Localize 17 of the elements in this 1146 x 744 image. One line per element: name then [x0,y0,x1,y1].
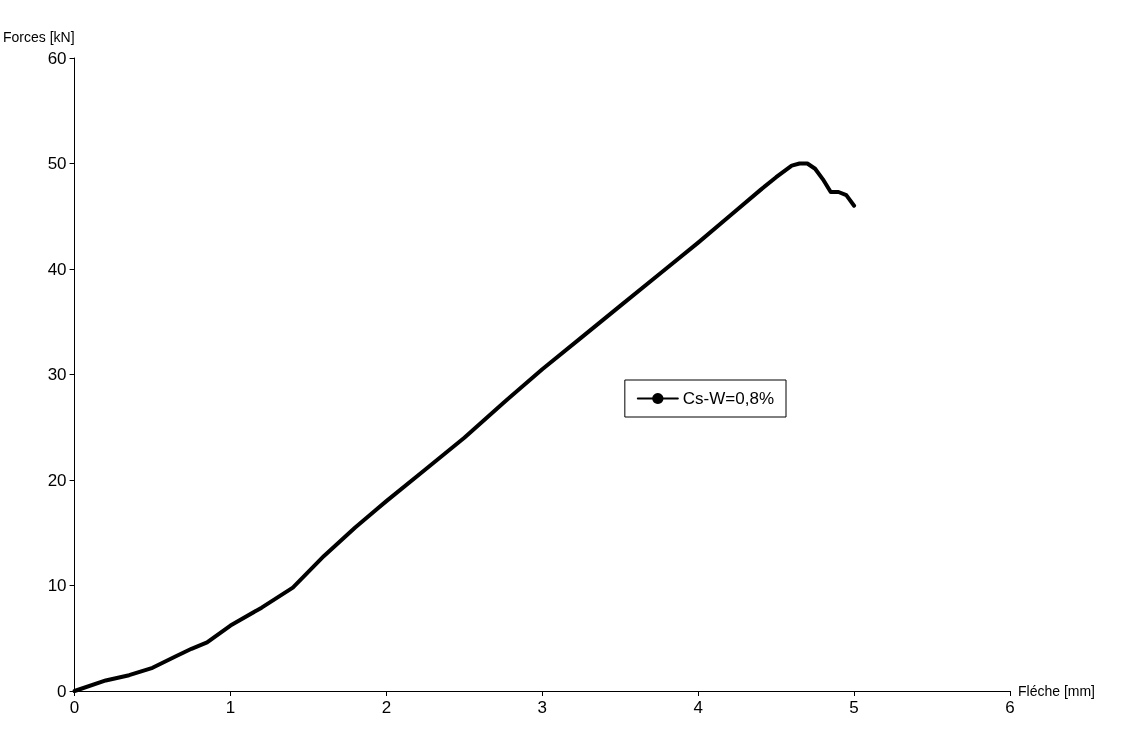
y-tick-label: 20 [47,470,67,490]
y-axis-title: Forces [kN] [2,29,75,45]
y-tick-label: 0 [57,681,67,701]
x-tick-label: 1 [225,698,236,717]
x-tick-label: 3 [537,698,548,717]
x-tick-label: 0 [69,698,80,717]
x-tick-label: 2 [381,698,392,717]
x-tick-label: 5 [849,698,859,717]
y-tick-label: 40 [47,259,67,279]
legend-label: Cs-W=0,8% [682,389,775,408]
x-axis-title: Fléche [mm] [1018,683,1096,699]
x-tick-label: 6 [1005,698,1015,717]
y-tick-label: 50 [47,154,67,173]
y-tick-label: 30 [47,365,67,384]
y-tick-label: 10 [47,576,67,595]
x-tick-label: 4 [693,698,703,717]
y-tick-label: 60 [47,48,67,68]
